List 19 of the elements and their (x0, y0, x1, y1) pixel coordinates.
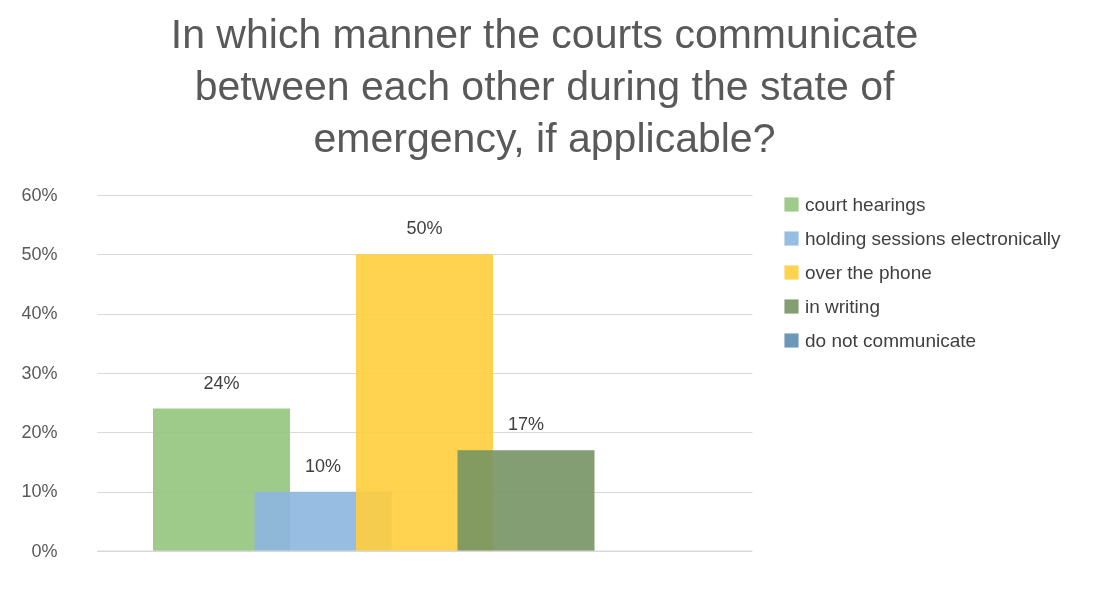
y-tick-label: 30% (21, 362, 58, 383)
data-label: 17% (507, 414, 545, 435)
data-label: 10% (304, 455, 342, 476)
data-label: 50% (406, 218, 443, 239)
y-tick-label: 10% (21, 481, 58, 502)
bar (457, 450, 595, 551)
legend-label: holding sessions electronically (805, 227, 1062, 249)
data-label: 24% (203, 372, 240, 393)
y-tick-label: 0% (31, 540, 58, 561)
legend-label: do not communicate (805, 329, 977, 351)
y-tick-label: 60% (21, 184, 58, 205)
legend-label: in writing (805, 295, 880, 317)
legend-label: court hearings (805, 193, 926, 215)
legend-label: over the phone (805, 261, 932, 283)
y-tick-label: 40% (21, 303, 58, 324)
y-tick-label: 20% (21, 421, 58, 442)
chart-title: In which manner the courts communicate between each other during the state of emergency, if applicable? (170, 11, 919, 161)
y-tick-label: 50% (21, 243, 58, 264)
bar (356, 254, 493, 551)
